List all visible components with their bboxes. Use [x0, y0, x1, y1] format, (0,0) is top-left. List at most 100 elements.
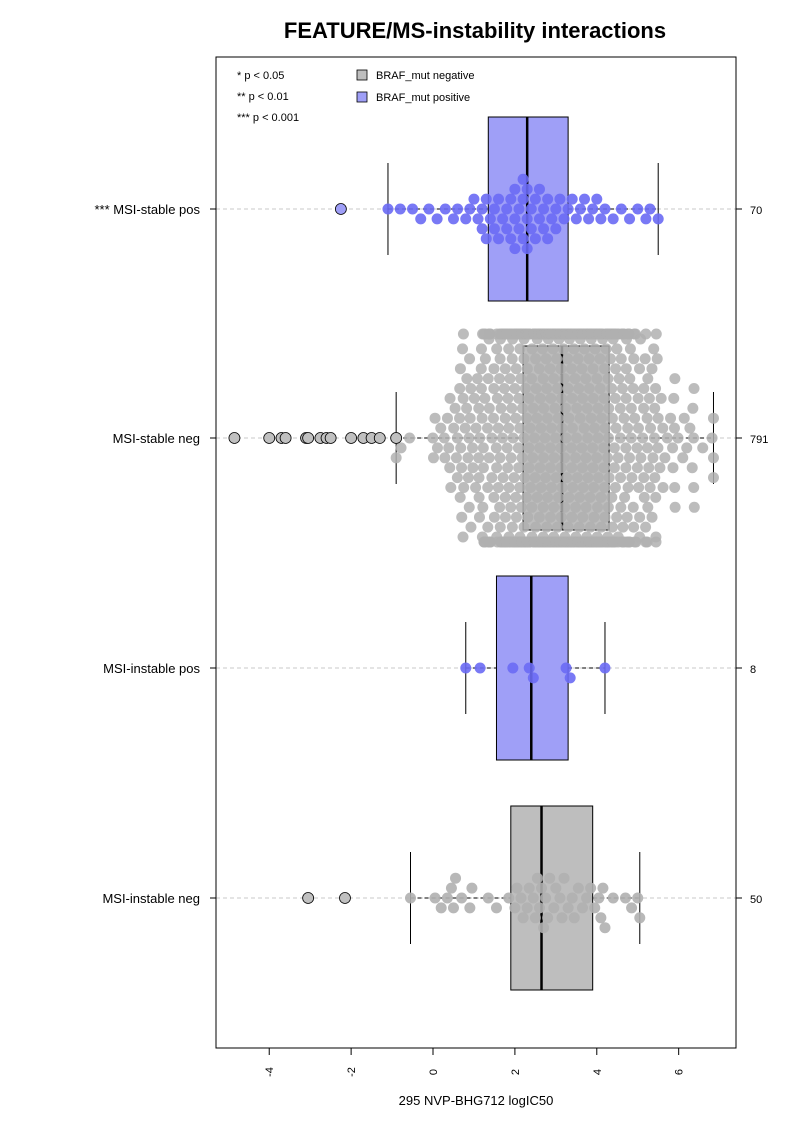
- data-point: [551, 521, 563, 533]
- data-point: [507, 432, 519, 444]
- data-point: [443, 442, 455, 454]
- data-point: [667, 462, 679, 474]
- data-point: [513, 223, 525, 235]
- data-point: [563, 412, 575, 424]
- data-point: [502, 392, 514, 404]
- data-point: [441, 892, 453, 904]
- data-point: [438, 432, 450, 444]
- legend-swatch: [356, 69, 368, 81]
- data-point: [520, 412, 532, 424]
- data-point: [526, 343, 538, 355]
- data-point: [569, 373, 581, 385]
- data-point: [435, 902, 447, 914]
- data-point: [467, 462, 479, 474]
- data-point: [599, 511, 611, 523]
- data-point: [494, 521, 506, 533]
- data-point: [641, 412, 653, 424]
- data-point: [523, 392, 535, 404]
- data-point: [479, 353, 491, 365]
- data-point: [488, 363, 500, 375]
- data-point: [390, 452, 402, 464]
- data-point: [562, 383, 574, 394]
- data-point: [523, 882, 535, 894]
- data-point: [555, 462, 567, 474]
- data-point: [523, 462, 535, 474]
- data-point: [578, 422, 590, 434]
- data-point: [548, 452, 560, 464]
- data-point: [514, 343, 526, 355]
- data-point: [577, 482, 589, 493]
- data-point: [493, 233, 505, 245]
- data-point: [614, 432, 626, 444]
- data-point: [531, 872, 543, 884]
- data-point: [687, 402, 699, 414]
- data-point: [517, 912, 529, 924]
- data-point: [566, 193, 578, 205]
- data-point: [565, 442, 577, 454]
- data-point: [427, 432, 439, 444]
- data-point: [475, 383, 487, 394]
- data-point: [638, 491, 650, 503]
- data-point: [615, 472, 627, 484]
- data-point: [541, 412, 553, 424]
- data-point: [457, 328, 469, 340]
- group-count: 50: [750, 894, 762, 906]
- data-point: [444, 462, 456, 474]
- data-point: [474, 662, 486, 674]
- data-point: [435, 422, 447, 434]
- data-point: [604, 353, 616, 365]
- data-point: [559, 452, 571, 464]
- data-point: [609, 392, 621, 404]
- data-point: [519, 472, 531, 484]
- data-point: [625, 402, 637, 414]
- data-point: [634, 511, 646, 523]
- data-point: [490, 442, 502, 454]
- data-point: [642, 373, 654, 385]
- group-label: MSI-instable pos: [103, 661, 200, 676]
- data-point: [652, 412, 664, 424]
- data-point: [652, 442, 664, 454]
- data-point: [538, 402, 550, 414]
- data-point: [529, 912, 541, 924]
- data-point: [592, 501, 604, 513]
- data-point: [431, 213, 443, 225]
- data-point: [395, 442, 407, 454]
- data-point: [509, 213, 521, 225]
- data-point: [530, 383, 542, 394]
- data-point: [568, 912, 580, 924]
- data-point: [464, 203, 476, 215]
- data-point: [572, 353, 584, 365]
- data-point: [620, 363, 632, 375]
- data-point: [582, 432, 594, 444]
- data-point: [528, 432, 540, 444]
- data-point: [502, 462, 514, 474]
- outlier-point: [334, 203, 347, 215]
- data-point: [472, 213, 484, 225]
- data-point: [521, 243, 533, 255]
- data-point: [481, 422, 493, 434]
- data-point: [595, 912, 607, 924]
- data-point: [463, 501, 475, 513]
- data-point: [521, 902, 533, 914]
- data-point: [431, 442, 443, 454]
- data-point: [525, 203, 537, 215]
- data-point: [439, 203, 451, 215]
- data-point: [466, 882, 478, 894]
- data-point: [505, 501, 517, 513]
- data-point: [544, 363, 556, 375]
- data-point: [585, 882, 597, 894]
- data-point: [513, 462, 525, 474]
- data-point: [559, 501, 571, 513]
- data-point: [415, 213, 427, 225]
- data-point: [631, 442, 643, 454]
- data-point: [619, 491, 631, 503]
- data-point: [688, 501, 700, 513]
- data-point: [542, 912, 554, 924]
- data-point: [558, 872, 570, 884]
- data-point: [620, 392, 632, 404]
- data-point: [598, 442, 610, 454]
- data-point: [582, 472, 594, 484]
- data-point: [654, 462, 666, 474]
- data-point: [456, 462, 468, 474]
- data-point: [628, 353, 640, 365]
